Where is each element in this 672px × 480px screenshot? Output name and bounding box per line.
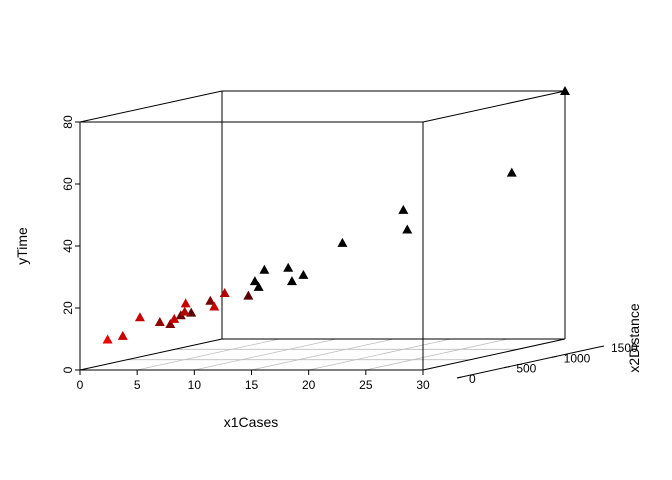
data-point [205,295,216,305]
data-point [506,167,517,177]
y-tick-label: 0 [469,372,476,386]
data-point [249,276,260,286]
x-tick-label: 5 [134,378,141,392]
x-tick-label: 15 [245,378,259,392]
data-point [259,264,270,274]
axes [75,121,605,379]
z-tick-label: 60 [61,177,75,191]
z-tick-label: 80 [61,115,75,129]
data-point [169,313,180,323]
box-edge [79,90,223,123]
data-point [209,301,220,311]
grid-line-x [251,338,394,371]
data-point [180,298,191,308]
grid-line-x [194,338,337,371]
data-point [398,204,409,214]
y-tick [551,355,557,358]
plot-box [79,90,566,371]
z-tick-label: 0 [61,366,75,373]
box-edge [79,338,223,371]
x-tick-label: 0 [77,378,84,392]
data-point [243,290,254,300]
data-point [154,316,165,326]
data-point [560,86,570,95]
box-edge [422,90,566,123]
data-point [283,262,294,272]
data-point [134,312,145,322]
grid-line-x [365,338,508,371]
grid-line-x [137,338,280,371]
data-point [337,237,348,247]
axis-labels: x1Cases yTime x2Distance [14,227,642,430]
data-point [179,306,190,316]
data-point [402,224,413,234]
x-tick-label: 10 [188,378,202,392]
x-tick-label: 20 [302,378,316,392]
data-points [102,86,570,344]
y-axis-label: x2Distance [626,303,642,372]
z-tick-label: 20 [61,301,75,315]
y-tick-label: 1000 [564,351,591,365]
x-tick-label: 30 [416,378,430,392]
data-point [286,276,297,286]
data-point [102,334,113,344]
grid-line-x [308,338,451,371]
tick-labels: 0 5 10 15 20 25 30 0 20 40 60 80 0 500 1000 1500 [61,115,638,392]
y-tick [598,345,605,348]
z-tick-label: 40 [61,239,75,253]
data-point [165,319,176,329]
data-point [219,288,230,298]
y-axis-line [456,346,600,379]
y-tick-label: 1500 [611,341,638,355]
x-axis-label: x1Cases [224,414,278,430]
y-tick [456,376,463,379]
x-tick-label: 25 [359,378,373,392]
data-point [117,330,128,340]
y-tick [504,366,510,369]
box-edge [422,338,566,371]
z-axis-label: yTime [14,227,30,265]
data-point [298,269,309,279]
data-point [253,281,264,291]
y-tick-label: 500 [516,362,536,376]
